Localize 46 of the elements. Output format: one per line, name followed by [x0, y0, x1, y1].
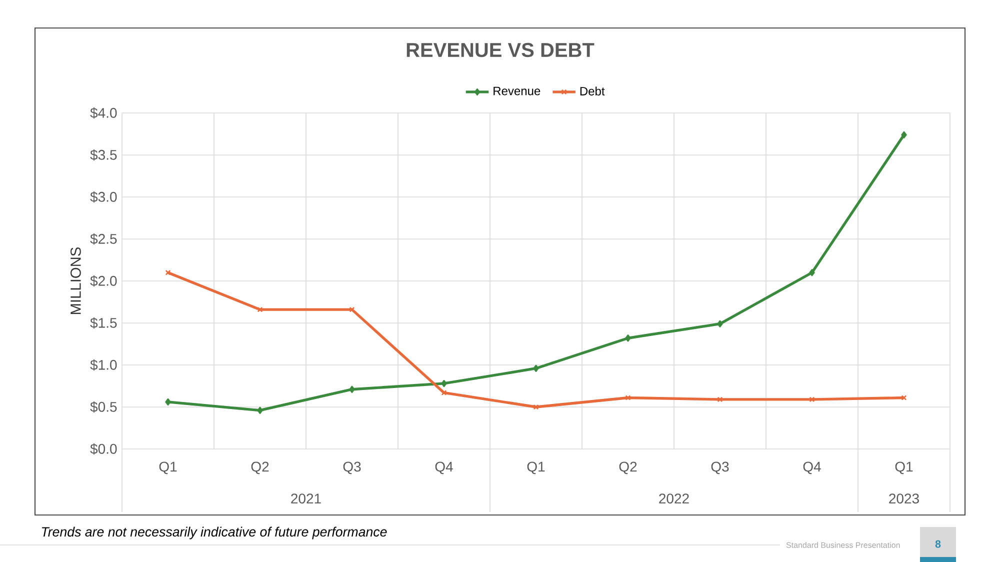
point: [349, 386, 355, 393]
point: [717, 320, 723, 328]
y-tick-label: $0.0: [90, 443, 117, 455]
y-tick-label: $0.5: [90, 401, 117, 413]
point: [349, 306, 355, 312]
x-tick-label: Q2: [619, 462, 637, 474]
point: [533, 364, 539, 372]
text: 2022: [659, 494, 689, 504]
text: Standard Business Presentation: [786, 542, 900, 548]
y-tick-label: $2.5: [90, 233, 117, 245]
point: [257, 406, 263, 414]
point: [441, 390, 447, 396]
text: Trends are not necessarily indicative of future performance: [42, 526, 387, 540]
x-tick-label: Q3: [711, 462, 729, 474]
point: [809, 396, 815, 402]
point: [257, 306, 263, 312]
point: [809, 269, 815, 276]
x-tick-label: Q2: [251, 462, 269, 474]
text: 8: [935, 540, 941, 548]
point: [165, 398, 171, 406]
point: [165, 270, 171, 276]
y-tick-label: $3.5: [90, 149, 117, 161]
text: 2021: [291, 494, 321, 504]
point: [625, 395, 631, 401]
y-tick-label: $1.0: [90, 359, 117, 371]
y-tick-label: $3.0: [90, 191, 117, 203]
y-axis-title: MILLIONS: [70, 247, 81, 314]
legend-label: Revenue: [494, 86, 540, 96]
x-tick-label: Q3: [343, 462, 361, 474]
point: [901, 131, 907, 138]
point: [901, 395, 907, 401]
point: [717, 396, 723, 402]
x-tick-label: Q4: [435, 462, 453, 474]
point: [441, 380, 447, 388]
y-tick-label: $4.0: [90, 107, 117, 119]
x-tick-label: Q1: [527, 462, 545, 474]
y-tick-label: $1.5: [90, 317, 117, 329]
x-tick-label: Q1: [895, 462, 913, 474]
text: 2023: [889, 494, 919, 504]
x-tick-label: Q1: [159, 462, 177, 474]
legend-label: Debt: [580, 86, 605, 96]
y-tick-label: $2.0: [90, 275, 117, 287]
point: [533, 404, 539, 410]
chart-title: REVENUE VS DEBT: [406, 42, 594, 58]
x-tick-label: Q4: [803, 462, 821, 474]
point: [625, 334, 631, 342]
